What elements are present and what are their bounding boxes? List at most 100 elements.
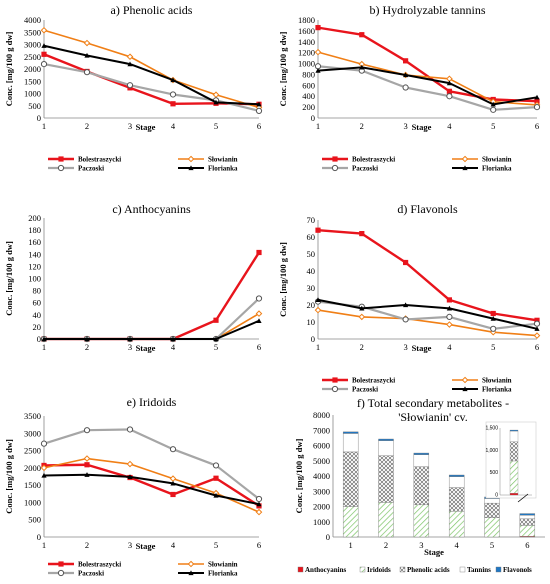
y-tick-label: 2000 [24, 64, 41, 74]
data-point-paczoski [490, 325, 497, 332]
data-point-s-owianin [212, 91, 220, 99]
data-point-paczoski [126, 82, 134, 89]
x-tick-label: 4 [447, 121, 452, 131]
data-point-bolestraszycki [403, 58, 409, 64]
data-point-florianka [315, 297, 321, 302]
data-point-paczoski [255, 495, 263, 503]
data-point-florianka [84, 336, 90, 342]
data-point-florianka [127, 474, 133, 479]
bar-segment-phenolic-acids [378, 455, 394, 503]
y-axis-label: Conc. [mg/100 g dw] [4, 32, 14, 107]
y-tick-label: 80 [33, 286, 42, 296]
y-tick-label: 1500 [24, 480, 41, 490]
y-axis-label: Conc. [mg/100 g dw] [4, 241, 14, 316]
data-point-s-owianin [126, 53, 134, 61]
data-point-s-owianin [446, 321, 453, 328]
chart-c-anthocyanins: c) Anthocyanins 0 20 40 60 80 100 120 140 160 180 2… [4, 202, 263, 353]
x-axis-label: Stage [412, 122, 432, 132]
legend-marker-paczoski [331, 164, 339, 172]
x-tick-label: 6 [525, 540, 529, 550]
data-point-paczoski [169, 91, 177, 98]
legend-marker-bolestraszycki [58, 156, 64, 162]
x-tick-label: 2 [360, 342, 364, 352]
inset-pointer-arrow [517, 493, 529, 503]
inset-bar-segment-anthocyanins [509, 492, 519, 496]
x-tick-label: 6 [257, 342, 261, 352]
bar-segment-tannins [342, 433, 359, 453]
y-tick-label: 180 [28, 225, 41, 235]
y-tick-label: 3500 [24, 27, 41, 37]
inset-y-tick-label: 0 [495, 493, 498, 499]
x-axis-label: Stage [424, 547, 444, 557]
x-tick-label: 3 [403, 121, 407, 131]
y-tick-label: 50 [307, 249, 316, 259]
y-tick-label: 2000 [24, 463, 41, 473]
legend-marker-bolestraszycki [332, 156, 338, 162]
y-tick-label: 3500 [24, 411, 41, 421]
y-tick-label: 8000 [313, 410, 330, 420]
series-line-bolestraszycki [43, 463, 260, 507]
x-axis-label: Stage [136, 343, 156, 353]
data-point-paczoski [169, 446, 177, 453]
data-point-paczoski [255, 107, 263, 114]
legend-label-paczoski: Paczoski [352, 165, 378, 173]
x-tick-label: 1 [349, 540, 353, 550]
data-point-florianka [256, 501, 262, 507]
legend-marker-s-owianin [461, 376, 469, 384]
data-point-s-owianin [314, 306, 322, 314]
legend-label-florianka: Florianka [482, 386, 512, 394]
x-tick-label: 1 [42, 121, 46, 131]
data-point-florianka [490, 316, 496, 321]
legend-label-flavonols: Flavonols [503, 566, 532, 574]
y-tick-label: 120 [28, 261, 41, 271]
x-tick-label: 2 [384, 540, 388, 550]
data-point-florianka [84, 52, 90, 58]
data-point-florianka [170, 336, 176, 342]
y-tick-label: 0 [311, 334, 315, 344]
data-point-bolestraszycki [213, 475, 219, 481]
data-point-bolestraszycki [490, 310, 496, 317]
chart-title: c) Anthocyanins [112, 202, 191, 216]
data-point-bolestraszycki [403, 259, 409, 266]
data-point-florianka [359, 64, 365, 70]
data-point-florianka [213, 492, 219, 498]
bar-segment-flavonols [378, 438, 394, 441]
bar-segment-flavonols [413, 452, 430, 455]
y-tick-label: 2500 [24, 446, 41, 456]
data-point-florianka [213, 99, 219, 105]
series-line-bolestraszycki [317, 26, 538, 103]
legend-label-bolestraszycki: Bolestraszycki [352, 377, 395, 385]
x-tick-label: 2 [85, 121, 89, 131]
series-line-paczoski [317, 65, 538, 111]
series-line-paczoski [317, 300, 538, 330]
y-axis-label: Conc. [mg/100 g dw] [294, 439, 304, 514]
chart-title: d) Flavonols [397, 202, 458, 216]
chart-title-line-2: 'Słowianin' cv. [398, 410, 468, 424]
series-line-bolestraszycki [44, 251, 261, 341]
x-tick-label: 4 [447, 342, 452, 352]
inset-bar-segment-flavonols [509, 429, 519, 432]
y-tick-label: 0 [37, 113, 41, 123]
legend-label-anthocyanins: Anthocyanins [305, 566, 347, 574]
x-tick-label: 2 [85, 342, 89, 352]
y-tick-label: 600 [302, 80, 315, 90]
legend-label-florianka: Florianka [208, 570, 238, 578]
data-point-s-owianin [126, 460, 134, 468]
y-tick-label: 1500 [24, 76, 41, 86]
series-line-bolestraszycki [317, 229, 538, 322]
y-tick-label: 3000 [24, 428, 41, 438]
y-tick-label: 20 [33, 322, 42, 332]
series-line-florianka [44, 319, 260, 340]
y-tick-label: 0 [311, 113, 315, 123]
legend-label-paczoski: Paczoski [78, 165, 104, 173]
y-tick-label: 1000 [298, 59, 315, 69]
legend-swatch-phenolic-acids [399, 566, 406, 573]
x-tick-label: 1 [316, 121, 320, 131]
y-tick-label: 3000 [313, 486, 330, 496]
data-point-florianka [127, 336, 133, 342]
chart-d-flavonols: d) Flavonols 0 10 20 30 40 50 60 70 1 2 3 4 5 6 Stage Co… [278, 202, 541, 394]
y-tick-label: 500 [28, 101, 41, 111]
x-tick-label: 3 [128, 121, 132, 131]
legend-label-s-owianin: Słowianin [208, 561, 238, 569]
y-tick-label: 1000 [313, 517, 330, 527]
